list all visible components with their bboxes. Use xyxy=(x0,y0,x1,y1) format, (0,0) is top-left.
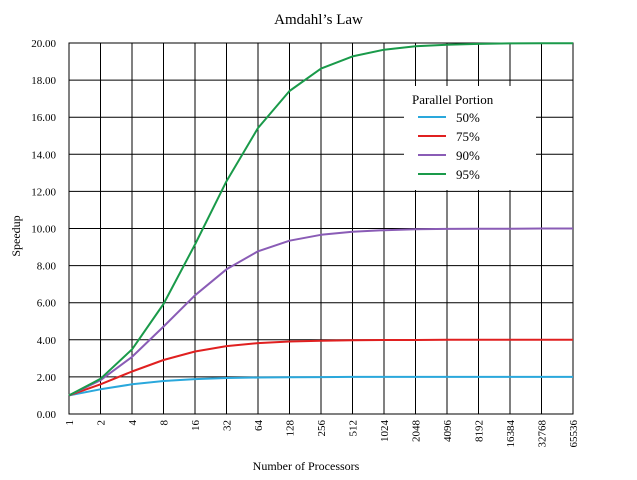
x-tick-label: 4096 xyxy=(442,420,454,443)
x-tick-label: 32 xyxy=(222,420,234,431)
x-tick-label: 1024 xyxy=(379,420,391,443)
y-tick-label: 14.00 xyxy=(31,149,56,161)
series-layer xyxy=(68,42,573,397)
legend-item-label: 50% xyxy=(456,110,480,125)
legend: Parallel Portion 50% 75% 90% 95% xyxy=(404,86,536,190)
series-line-95pct xyxy=(68,42,573,397)
series-line-50pct xyxy=(68,375,573,397)
x-tick-label: 8 xyxy=(159,420,171,426)
y-tick-label: 16.00 xyxy=(31,112,56,124)
series-line-75pct xyxy=(68,338,573,397)
y-tick-label: 10.00 xyxy=(31,224,56,236)
y-tick-label: 2.00 xyxy=(37,372,57,384)
legend-title: Parallel Portion xyxy=(412,92,494,107)
x-axis-label: Number of Processors xyxy=(253,459,360,473)
x-tick-label: 512 xyxy=(348,420,360,437)
x-tick-label: 256 xyxy=(316,420,328,437)
legend-box xyxy=(404,86,536,190)
y-tick-label: 8.00 xyxy=(37,261,57,273)
legend-item-label: 90% xyxy=(456,148,480,163)
legend-item-label: 75% xyxy=(456,129,480,144)
x-tick-label: 8192 xyxy=(474,420,486,442)
series-line-90pct xyxy=(68,227,573,397)
x-tick-label: 32768 xyxy=(537,420,549,448)
y-axis-label: Speedup xyxy=(9,215,23,256)
x-tick-label: 1 xyxy=(64,420,76,426)
x-tick-label: 2048 xyxy=(411,420,423,443)
x-tick-label: 64 xyxy=(253,420,265,432)
y-tick-label: 4.00 xyxy=(37,335,57,347)
tick-layer: 0.00 2.00 4.00 6.00 8.00 10.00 12.00 14.00 16.00… xyxy=(31,38,580,448)
x-tick-label: 16384 xyxy=(505,420,517,448)
x-tick-label: 16 xyxy=(190,420,202,432)
y-tick-label: 0.00 xyxy=(37,409,57,421)
x-tick-label: 65536 xyxy=(568,420,580,448)
legend-item-label: 95% xyxy=(456,167,480,182)
x-tick-label: 128 xyxy=(285,420,297,437)
y-tick-label: 12.00 xyxy=(31,186,56,198)
y-tick-label: 20.00 xyxy=(31,38,56,50)
y-tick-label: 18.00 xyxy=(31,75,56,87)
x-tick-label: 2 xyxy=(96,420,108,426)
y-tick-label: 6.00 xyxy=(37,298,57,310)
chart-title: Amdahl’s Law xyxy=(274,12,363,28)
x-tick-label: 4 xyxy=(127,420,139,426)
